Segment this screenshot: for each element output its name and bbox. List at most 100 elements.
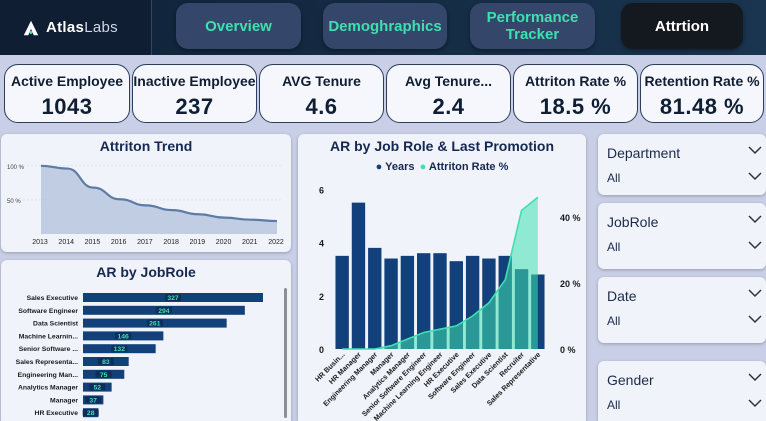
combo-bar — [417, 253, 431, 349]
chevron-down-icon[interactable] — [748, 214, 762, 224]
combo-y-tick-label: 4 — [319, 239, 324, 249]
chevron-down-icon[interactable] — [748, 372, 762, 382]
kpi-inactive-employee: Inactive Employee 237 — [132, 64, 257, 123]
tab-performance-tracker[interactable]: Performance Tracker — [470, 3, 595, 49]
kpi-label: Inactive Employee — [133, 73, 256, 89]
jobrole-value-label-bg — [97, 358, 114, 365]
kpi-label: Attriton Rate % — [524, 73, 627, 89]
kpi-label: Active Employee — [10, 73, 124, 89]
trend-x-tick-label: 2015 — [85, 239, 101, 246]
kpi-attrition-rate: Attriton Rate % 18.5 % — [513, 64, 638, 123]
jobrole-category-label: Analytics Manager — [18, 385, 78, 392]
brand-name-light: Labs — [84, 19, 118, 36]
legend-dot-years: ● — [375, 161, 383, 173]
ar-jobrole-card: AR by JobRole Sales Executive 327 Software… — [1, 260, 291, 421]
slicer-jobrole-title: JobRole — [607, 214, 659, 230]
attrition-trend-card: Attriton Trend 100 % 50 % 2013 2014 2015 2016… — [1, 134, 291, 252]
jobrole-value-label-bg — [155, 306, 172, 314]
slicer-gender-title: Gender — [607, 372, 654, 388]
jobrole-category-label: HR Executive — [35, 410, 79, 417]
jobrole-value-label-bg — [82, 409, 99, 417]
combo-y2-tick-label: 20 % — [560, 279, 581, 289]
jobrole-value-label: 294 — [158, 308, 170, 315]
jobrole-category-label: Sales Executive — [27, 295, 79, 302]
jobrole-value-label: 327 — [167, 295, 179, 302]
kpi-retention-rate: Retention Rate % 81.48 % — [640, 64, 764, 123]
slicer-jobrole[interactable]: JobRole All — [598, 203, 766, 269]
tab-demographics[interactable]: Demoghraphics — [323, 3, 447, 49]
kpi-avg-tenure-2: Avg Tenure... 2.4 — [386, 64, 511, 123]
slicer-gender-value: All — [607, 398, 621, 412]
ar-promotion-legend: ● Years ● Attriton Rate % — [298, 161, 586, 173]
tab-overview[interactable]: Overview — [176, 3, 301, 49]
trend-x-tick-label: 2013 — [32, 239, 48, 246]
combo-y-tick-label: 0 — [319, 345, 324, 355]
ar-jobrole-scrollbar[interactable] — [284, 288, 287, 418]
jobrole-value-label: 261 — [149, 321, 161, 328]
combo-bar — [351, 202, 366, 349]
chevron-down-icon[interactable] — [748, 314, 762, 324]
combo-y2-tick-label: 0 % — [560, 345, 576, 355]
combo-area — [342, 197, 538, 349]
slicer-department-title: Department — [607, 145, 681, 161]
jobrole-category-label: Sales Representa... — [16, 359, 78, 366]
slicer-department[interactable]: Department All — [598, 134, 766, 195]
jobrole-value-label-bg — [115, 332, 132, 340]
slicer-gender[interactable]: Gender All — [598, 361, 766, 421]
jobrole-value-label: 146 — [118, 333, 130, 340]
legend-label-years: Years — [385, 161, 415, 173]
jobrole-value-label-bg — [146, 319, 163, 327]
brand-logo: AtlasLabs — [0, 0, 152, 55]
tab-attrition[interactable]: Attrtion — [621, 3, 743, 49]
trend-y-tick-label: 100 % — [7, 165, 25, 171]
jobrole-value-label: 28 — [87, 410, 95, 417]
kpi-label: Retention Rate % — [644, 73, 760, 89]
trend-x-tick-label: 2014 — [58, 239, 74, 246]
jobrole-category-label: Software Engineer — [18, 308, 78, 315]
legend-dot-attrition: ● — [419, 161, 427, 173]
kpi-value: 4.6 — [305, 94, 338, 119]
combo-y2-tick-label: 40 % — [560, 213, 581, 223]
combo-area-line — [342, 196, 539, 350]
slicer-date[interactable]: Date All — [598, 277, 766, 343]
jobrole-category-label: Data Scientist — [33, 321, 79, 328]
kpi-value: 1043 — [41, 94, 93, 119]
combo-y-tick-label: 2 — [319, 292, 324, 302]
slicer-date-title: Date — [607, 288, 637, 304]
chevron-down-icon[interactable] — [748, 145, 762, 155]
chevron-down-icon[interactable] — [748, 398, 762, 408]
jobrole-category-label: Manager — [50, 397, 78, 404]
combo-bar — [384, 258, 398, 349]
atlas-logo-icon — [23, 20, 39, 35]
jobrole-value-label-bg — [85, 396, 102, 404]
combo-bar — [433, 253, 447, 349]
ar-jobrole-title: AR by JobRole — [96, 264, 196, 280]
combo-bar — [400, 255, 415, 349]
trend-x-tick-label: 2019 — [190, 239, 206, 246]
jobrole-value-label: 83 — [102, 359, 110, 366]
brand-name-bold: Atlas — [46, 19, 85, 36]
trend-x-tick-label: 2022 — [268, 239, 284, 246]
chevron-down-icon[interactable] — [748, 240, 762, 250]
trend-y-tick-label: 50 % — [7, 199, 21, 205]
kpi-value: 81.48 % — [659, 94, 745, 119]
brand-name: AtlasLabs — [46, 19, 118, 36]
trend-line — [40, 164, 278, 223]
trend-area — [41, 165, 277, 234]
slicer-department-value: All — [607, 171, 621, 185]
combo-bar — [368, 247, 382, 349]
ar-promotion-card: AR by Job Role & Last Promotion ● Years … — [298, 134, 586, 421]
attrition-trend-chart: 100 % 50 % 2013 2014 2015 2016 2017 2018 2019 202… — [7, 164, 284, 246]
jobrole-value-label: 132 — [114, 346, 126, 353]
jobrole-category-label: Machine Learnin... — [19, 333, 78, 340]
kpi-label: AVG Tenure — [282, 73, 361, 89]
trend-x-tick-label: 2018 — [163, 239, 179, 246]
chevron-down-icon[interactable] — [748, 171, 762, 181]
slicer-jobrole-value: All — [607, 240, 621, 254]
jobrole-value-label: 37 — [89, 397, 97, 404]
ar-jobrole-chart: Sales Executive 327 Software Engineer 294 Da… — [16, 293, 263, 418]
chevron-down-icon[interactable] — [748, 288, 762, 298]
slicer-date-value: All — [607, 314, 621, 328]
ar-promotion-title: AR by Job Role & Last Promotion — [329, 138, 554, 154]
